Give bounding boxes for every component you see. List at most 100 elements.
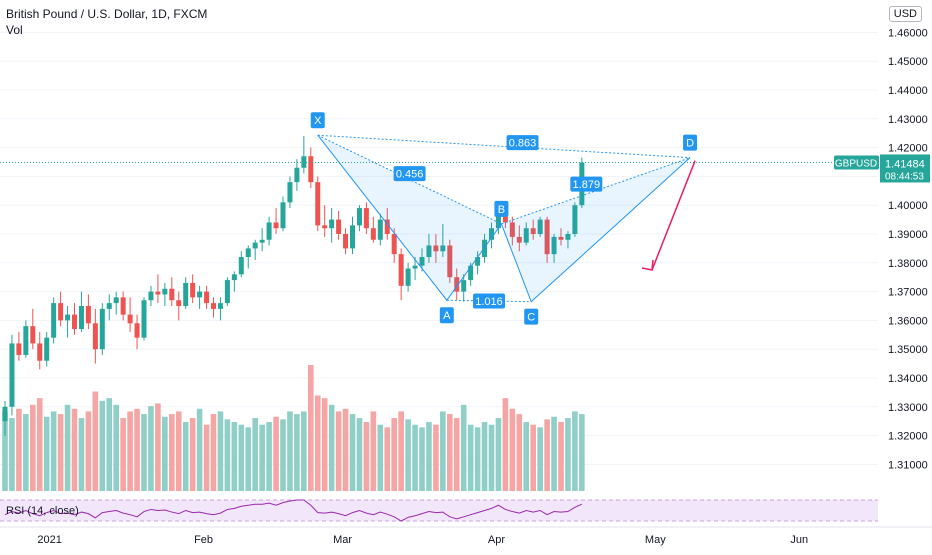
candle-body [190,282,196,298]
candle-body [530,228,536,234]
point-label-box [683,134,698,151]
candle-body [85,306,91,324]
volume-bar [370,411,377,491]
candle-body [363,208,369,229]
symbol-title[interactable]: British Pound / U.S. Dollar, 1D, FXCM [6,7,208,21]
ratio-label-box [473,293,506,309]
candle-body [92,323,98,350]
volume-bar [92,391,99,491]
volume-bar [162,416,168,491]
candle-body [509,222,515,237]
volume-bar [572,411,578,491]
candle-body [197,291,203,298]
volume-bar [196,408,203,491]
volume-bar [36,398,43,491]
volume-bar [30,404,36,491]
volume-bar [259,424,265,491]
candle-body [454,277,460,292]
candle-body [217,303,223,309]
volume-bar [440,411,446,491]
rsi-pane: RSI (14, close) [0,499,878,522]
ratio-label: 1.879 [573,179,601,191]
volume-bar [252,418,258,491]
volume-bar [134,408,140,491]
point-label: C [527,312,535,324]
ratio-label-box [393,166,426,182]
candle-body [30,326,36,344]
ratio-label: 0.863 [509,138,537,150]
volume-bar [210,414,217,491]
ratio-label-box [506,135,539,151]
candle-body [99,308,105,350]
candle-body [16,343,22,355]
candle-body [315,182,321,226]
volume-bar [474,427,481,491]
volume-bar [544,419,550,491]
time-tick-label: Mar [333,534,352,546]
point-label-box [524,308,539,325]
rsi-line [4,499,583,522]
volume-bar [16,408,22,491]
candle-body [245,248,251,258]
volume-bar [377,424,384,491]
volume-bar [433,424,439,491]
candle-body [37,343,43,361]
volume-bar [509,408,516,491]
projection-arrow-head [641,259,654,271]
point-label: D [686,138,694,150]
candle-body [141,300,147,338]
volume-bar [398,411,404,491]
volume-bar [412,424,418,491]
time-tick-label: 2021 [37,534,61,546]
volume-bars [2,365,585,491]
candle-body [391,234,397,255]
rsi-legend[interactable]: RSI (14, close) [6,505,79,517]
price-tick-label: 1.36000 [888,315,928,327]
volume-bar [148,406,154,491]
volume-bar [565,418,571,491]
candle-body [537,219,543,234]
price-tick-label: 1.42000 [888,143,928,155]
volume-bar [426,422,432,491]
candle-body [176,300,182,306]
candle-body [356,208,362,226]
price-tag-value: 1.41484 [885,158,925,170]
point-label: X [314,115,322,127]
volume-bar [127,411,133,491]
projection-arrow [651,160,696,271]
price-tick-label: 1.46000 [888,27,928,39]
rsi-band [0,500,878,521]
candle-body [120,297,126,315]
volume-bar [266,422,272,491]
volume-bar [335,411,342,491]
volume-bar [238,424,245,491]
volume-bar [71,408,78,491]
price-axis[interactable]: 1.460001.450001.440001.430001.420001.410… [880,0,932,550]
volume-bar [175,411,182,491]
pattern-dotted-line [317,134,691,159]
volume-bar [495,418,502,491]
volume-bar [530,424,536,491]
volume-bar [169,414,175,491]
volume-bar [516,414,523,491]
candle-body [475,257,481,266]
candle-body [468,265,474,281]
price-tick-label: 1.33000 [888,402,928,414]
candle-body [162,288,168,295]
harmonic-pattern[interactable]: 0.863 0.456 1.879 1.016 X A B C D [0,112,878,325]
volume-legend[interactable]: Vol [6,23,23,37]
symbol-tag-box [834,155,879,170]
volume-bar [384,427,391,491]
candle-body [72,314,77,330]
volume-bar [447,414,453,491]
currency-button[interactable]: USD [888,6,922,22]
volume-bar [99,400,106,491]
candle-body [224,280,230,304]
point-label-box [439,307,454,324]
candle-body [523,228,529,243]
point-label-box [494,200,509,217]
time-axis[interactable]: 2021FebMarAprMayJunJul [0,526,932,546]
volume-bar [314,395,321,491]
